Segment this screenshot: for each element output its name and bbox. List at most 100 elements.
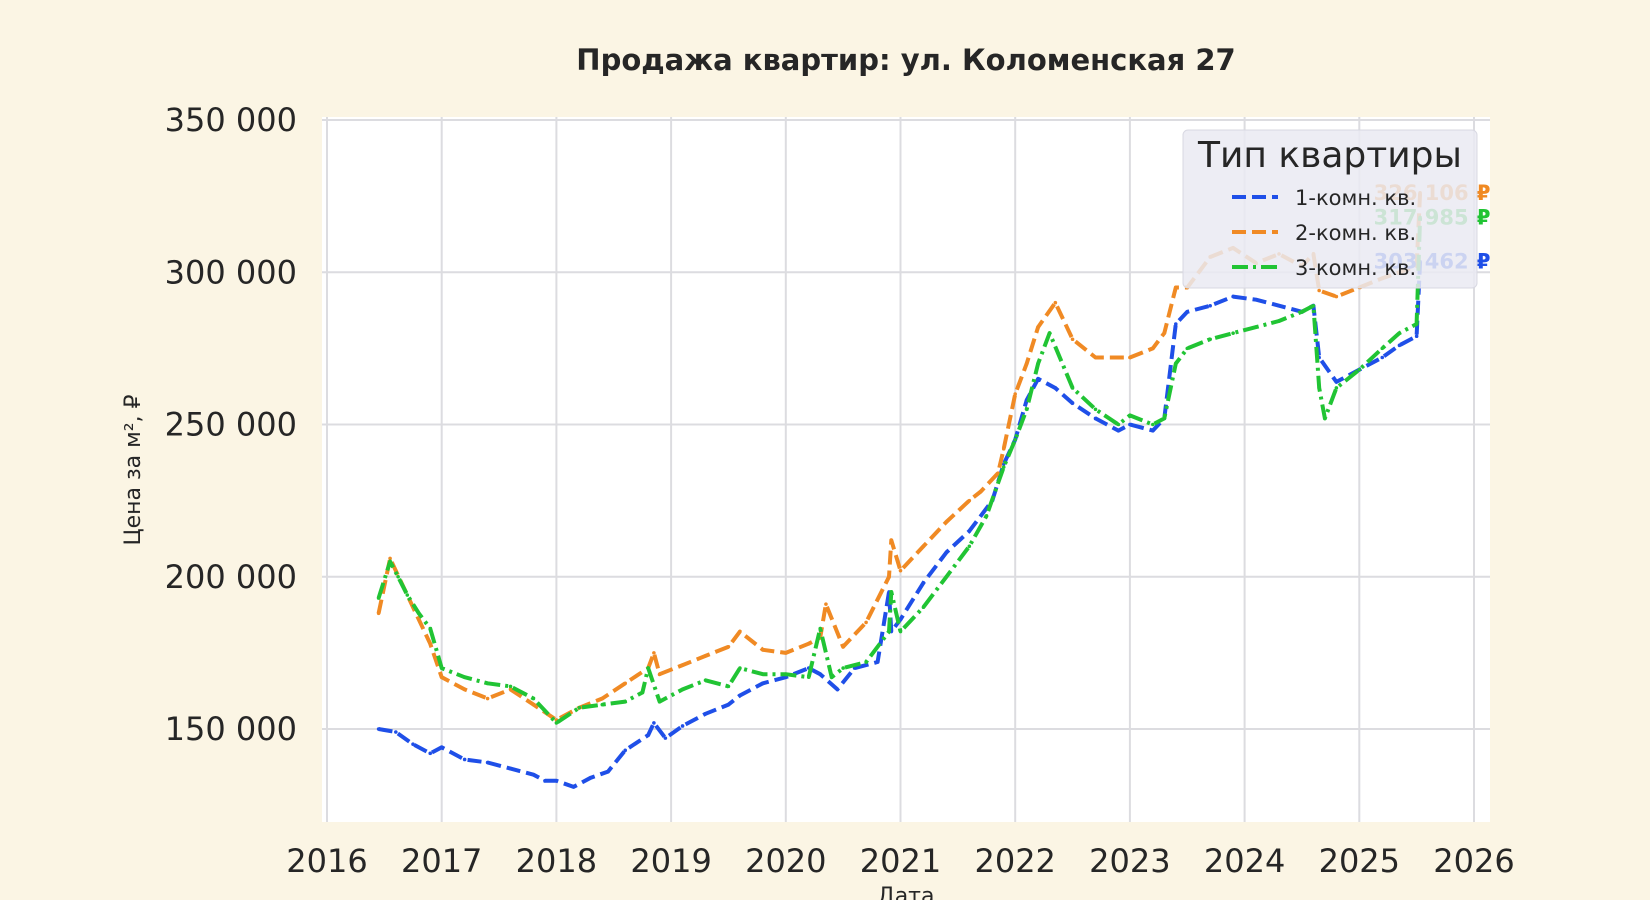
data-point — [921, 581, 926, 585]
data-point — [1323, 416, 1327, 421]
data-point — [652, 651, 656, 655]
data-point — [462, 675, 467, 680]
series-line-1 — [378, 261, 1423, 789]
data-point — [761, 681, 765, 686]
data-point — [887, 574, 891, 579]
data-point — [738, 666, 742, 670]
data-point — [761, 648, 765, 652]
data-point — [738, 693, 742, 698]
data-point — [428, 641, 433, 646]
data-point — [761, 672, 765, 676]
data-point — [543, 778, 547, 783]
data-point — [889, 538, 894, 543]
data-point — [462, 757, 467, 762]
x-tick-label: 2023 — [1089, 842, 1170, 880]
data-point — [646, 666, 650, 670]
data-point — [1013, 437, 1017, 442]
data-point — [996, 471, 1000, 476]
data-point — [726, 644, 731, 649]
data-point — [1128, 413, 1132, 418]
x-tick-label: 2025 — [1319, 842, 1400, 880]
data-point — [376, 611, 381, 616]
data-point — [428, 626, 433, 631]
data-point — [485, 696, 490, 701]
data-point — [1162, 416, 1167, 421]
legend-entry-label: 2-комн. кв. — [1295, 221, 1416, 245]
data-point — [898, 568, 903, 573]
data-point — [726, 684, 731, 689]
data-point — [1036, 361, 1040, 366]
data-point — [984, 514, 989, 518]
data-point — [818, 672, 823, 676]
data-point — [1070, 337, 1075, 342]
y-tick-label: 200 000 — [165, 558, 297, 596]
chart-title: Продажа квартир: ул. Коломенская 27 — [576, 43, 1235, 77]
data-point — [1231, 331, 1235, 335]
data-point — [376, 596, 381, 600]
data-point — [1093, 416, 1098, 421]
data-point — [1254, 297, 1258, 302]
x-tick-label: 2024 — [1204, 842, 1285, 880]
data-point — [657, 699, 662, 704]
data-point — [1024, 407, 1029, 412]
data-point — [835, 687, 840, 692]
data-point — [829, 675, 834, 680]
data-point — [1173, 361, 1178, 366]
x-tick-label: 2026 — [1433, 842, 1514, 880]
data-point — [577, 705, 582, 710]
data-point — [376, 727, 381, 731]
data-point — [967, 544, 972, 549]
data-point — [1185, 346, 1190, 351]
data-point — [944, 520, 949, 524]
data-point — [1414, 322, 1419, 326]
data-point — [824, 602, 828, 606]
data-point — [646, 733, 650, 737]
data-point — [1208, 303, 1212, 308]
data-point — [663, 736, 668, 740]
data-point — [1380, 355, 1385, 360]
data-point — [508, 684, 513, 689]
data-point — [818, 626, 823, 631]
data-point — [1277, 319, 1281, 323]
data-point — [640, 690, 645, 695]
data-point — [680, 687, 685, 692]
data-point — [841, 666, 845, 670]
data-point — [657, 672, 662, 676]
data-point — [1151, 346, 1155, 351]
data-point — [1116, 428, 1121, 433]
x-tick-label: 2019 — [630, 842, 711, 880]
data-point — [1070, 386, 1075, 390]
data-point — [1151, 422, 1155, 427]
data-point — [600, 696, 605, 701]
data-point — [531, 696, 536, 701]
data-point — [806, 641, 811, 646]
data-point — [405, 593, 410, 597]
data-point — [1414, 334, 1419, 338]
data-point — [978, 489, 983, 494]
data-point — [531, 702, 536, 707]
data-point — [554, 778, 559, 783]
data-point — [388, 556, 392, 561]
data-point — [1116, 422, 1121, 427]
data-point — [1208, 337, 1212, 342]
data-point — [589, 775, 593, 780]
data-point — [1334, 380, 1339, 384]
data-point — [967, 529, 972, 533]
data-point — [600, 702, 605, 707]
data-point — [439, 666, 444, 670]
data-point — [623, 681, 628, 686]
x-tick-labels: 2016 2017 2018 2019 2020 2021 2022 2023 2024 2025… — [286, 842, 1514, 880]
data-point — [1070, 401, 1075, 405]
data-point — [1380, 346, 1385, 351]
data-point — [967, 498, 972, 503]
data-point — [388, 559, 392, 564]
x-axis-label: Дата — [878, 884, 935, 900]
data-point — [508, 766, 513, 771]
data-point — [1231, 294, 1235, 299]
data-point — [1053, 300, 1058, 305]
data-point — [680, 724, 685, 728]
legend-items: 1-комн. кв. 2-комн. кв. 3-комн. кв. — [1232, 186, 1416, 280]
data-point — [738, 629, 742, 634]
data-point — [1151, 428, 1155, 433]
